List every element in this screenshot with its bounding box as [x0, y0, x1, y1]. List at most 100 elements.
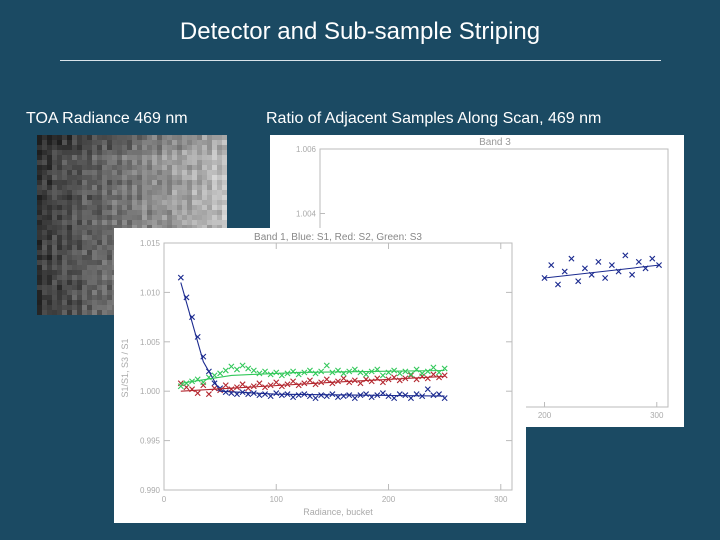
radiance-pixel [222, 160, 227, 166]
radiance-pixel [87, 160, 93, 166]
radiance-pixel [147, 170, 153, 176]
radiance-pixel [67, 220, 73, 226]
radiance-pixel [82, 275, 88, 281]
radiance-pixel [42, 300, 48, 306]
radiance-pixel [77, 280, 83, 286]
radiance-pixel [62, 285, 68, 291]
radiance-pixel [62, 200, 68, 206]
radiance-pixel [42, 195, 48, 201]
radiance-pixel [167, 225, 173, 231]
radiance-pixel [142, 145, 148, 151]
radiance-pixel [207, 195, 213, 201]
radiance-pixel [37, 145, 43, 151]
radiance-pixel [152, 160, 158, 166]
radiance-pixel [92, 225, 98, 231]
radiance-pixel [207, 185, 213, 191]
radiance-pixel [47, 150, 53, 156]
radiance-pixel [162, 205, 168, 211]
radiance-pixel [112, 180, 118, 186]
radiance-pixel [182, 185, 188, 191]
radiance-pixel [67, 300, 73, 306]
radiance-pixel [87, 265, 93, 271]
radiance-pixel [112, 140, 118, 146]
radiance-pixel [87, 235, 93, 241]
radiance-pixel [107, 235, 113, 241]
radiance-pixel [172, 175, 178, 181]
radiance-pixel [217, 220, 223, 226]
radiance-pixel [202, 170, 208, 176]
radiance-pixel [82, 260, 88, 266]
radiance-pixel [62, 280, 68, 286]
radiance-pixel [142, 150, 148, 156]
radiance-pixel [107, 155, 113, 161]
radiance-pixel [102, 195, 108, 201]
radiance-pixel [197, 160, 203, 166]
radiance-pixel [142, 165, 148, 171]
radiance-pixel [67, 230, 73, 236]
radiance-pixel [212, 180, 218, 186]
radiance-pixel [122, 205, 128, 211]
radiance-pixel [217, 145, 223, 151]
band1-s3-point [318, 368, 325, 375]
radiance-pixel [102, 145, 108, 151]
radiance-pixel [132, 160, 138, 166]
radiance-pixel [92, 240, 98, 246]
radiance-pixel [157, 185, 163, 191]
radiance-pixel [42, 135, 48, 141]
radiance-pixel [92, 160, 98, 166]
radiance-pixel [57, 200, 63, 206]
radiance-pixel [102, 260, 108, 266]
band1-s2-point [284, 381, 291, 388]
radiance-pixel [112, 155, 118, 161]
band1-s1-trend-line [180, 282, 445, 397]
radiance-pixel [42, 200, 48, 206]
radiance-pixel [102, 140, 108, 146]
radiance-pixel [102, 190, 108, 196]
radiance-pixel [67, 225, 73, 231]
radiance-pixel [107, 160, 113, 166]
radiance-pixel [67, 280, 73, 286]
radiance-pixel [72, 310, 78, 315]
radiance-pixel [212, 145, 218, 151]
radiance-pixel [102, 215, 108, 221]
radiance-pixel [162, 170, 168, 176]
radiance-pixel [67, 215, 73, 221]
radiance-pixel [147, 145, 153, 151]
band1-s2-point [301, 380, 308, 387]
radiance-pixel [62, 195, 68, 201]
band1-s2-point [430, 371, 437, 378]
radiance-pixel [212, 195, 218, 201]
radiance-pixel [182, 190, 188, 196]
radiance-pixel [202, 215, 208, 221]
radiance-pixel [52, 175, 58, 181]
radiance-pixel [42, 295, 48, 301]
radiance-pixel [67, 180, 73, 186]
radiance-pixel [52, 305, 58, 311]
radiance-pixel [212, 170, 218, 176]
radiance-pixel [122, 145, 128, 151]
radiance-pixel [187, 210, 193, 216]
radiance-pixel [62, 235, 68, 241]
radiance-pixel [172, 185, 178, 191]
radiance-pixel [222, 210, 227, 216]
radiance-pixel [52, 200, 58, 206]
radiance-pixel [107, 280, 113, 286]
radiance-pixel [37, 190, 43, 196]
radiance-pixel [62, 145, 68, 151]
radiance-pixel [92, 295, 98, 301]
radiance-pixel [112, 205, 118, 211]
band1-s3-point [273, 369, 280, 376]
radiance-pixel [87, 205, 93, 211]
radiance-pixel [72, 145, 78, 151]
radiance-pixel [177, 225, 183, 231]
radiance-pixel [77, 215, 83, 221]
radiance-pixel [67, 275, 73, 281]
radiance-pixel [157, 135, 163, 141]
radiance-pixel [117, 140, 123, 146]
radiance-pixel [42, 255, 48, 261]
band3-point [575, 278, 582, 285]
radiance-pixel [82, 175, 88, 181]
radiance-pixel [152, 195, 158, 201]
radiance-pixel [82, 180, 88, 186]
radiance-pixel [42, 240, 48, 246]
